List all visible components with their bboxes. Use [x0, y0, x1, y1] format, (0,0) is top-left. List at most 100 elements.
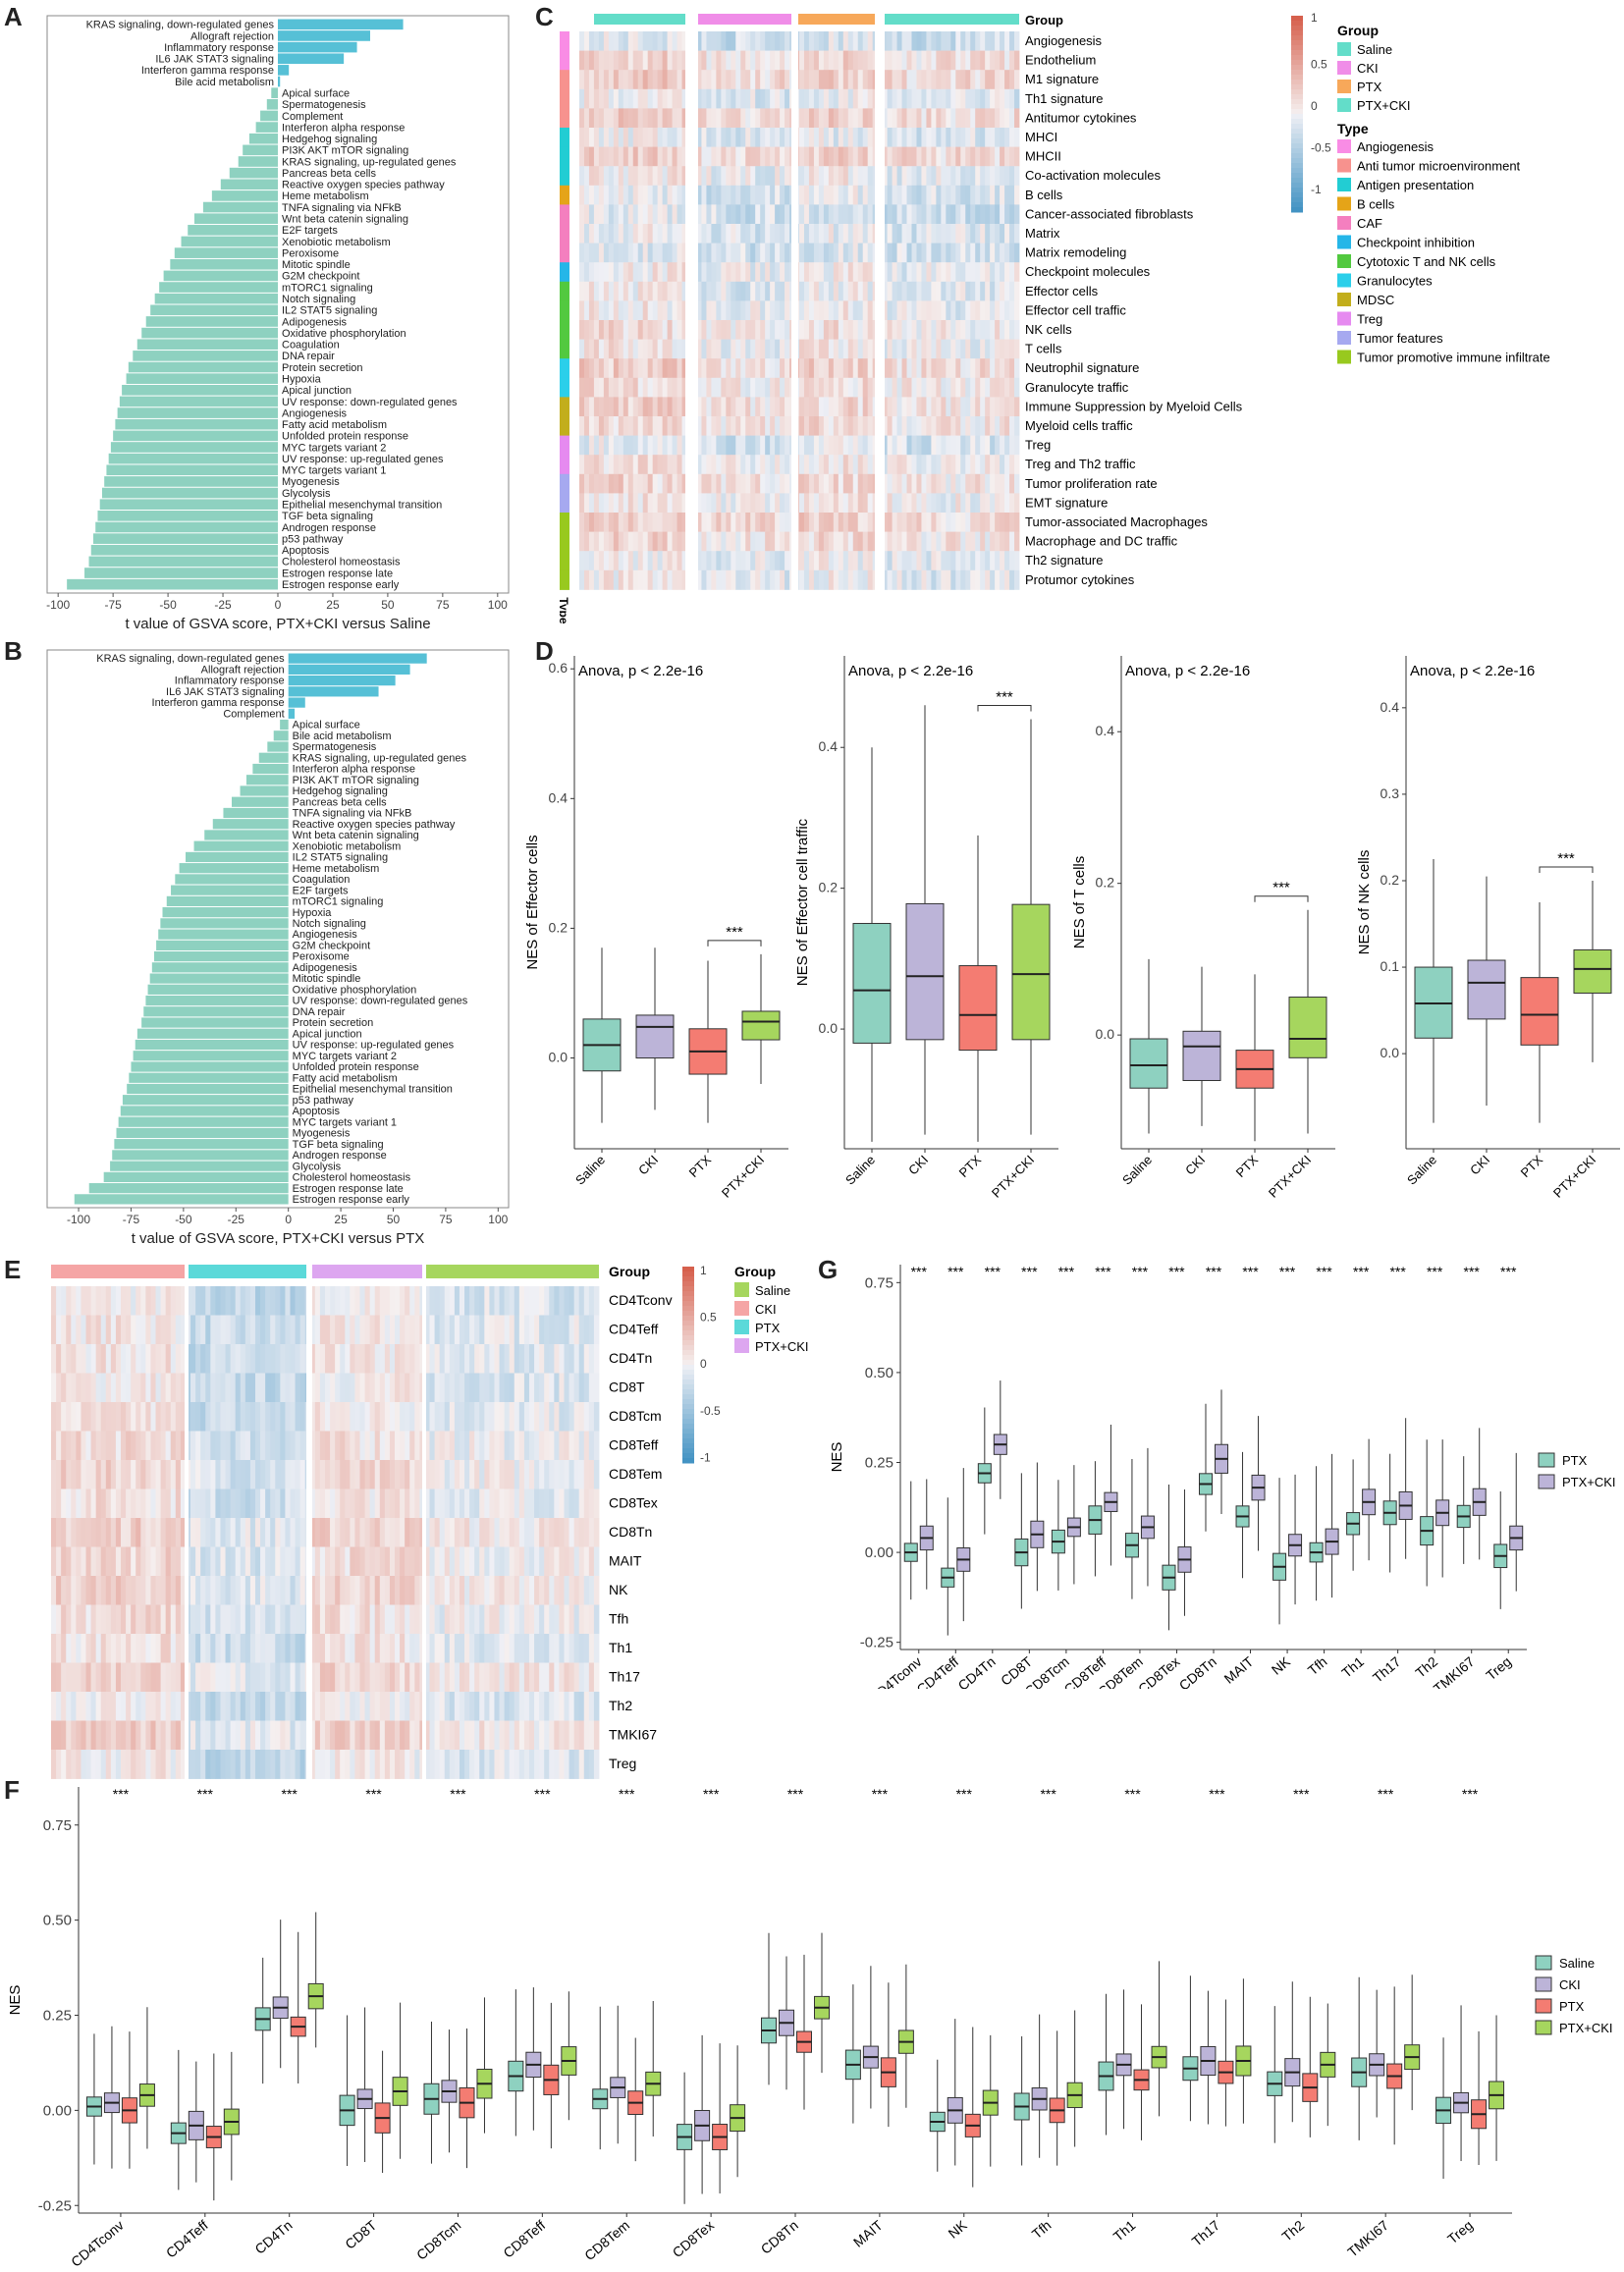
heat-cell	[955, 339, 961, 359]
heat-cell	[444, 1460, 451, 1489]
heat-cell	[145, 1286, 151, 1316]
heat-cell	[852, 146, 859, 167]
heat-cell	[818, 108, 825, 129]
heat-cell	[813, 493, 820, 514]
heat-cell	[210, 1692, 216, 1721]
heat-cell	[235, 1604, 242, 1635]
heat-cell	[955, 513, 961, 532]
heat-cell	[985, 262, 991, 283]
heat-cell	[364, 1518, 371, 1547]
heat-cell	[494, 1286, 500, 1316]
bar	[288, 697, 305, 708]
heat-cell	[374, 1344, 381, 1374]
heat-cell	[523, 1286, 530, 1316]
heat-cell	[613, 88, 620, 109]
heat-cell	[701, 300, 707, 321]
heat-cell	[220, 1315, 226, 1345]
heat-cell	[770, 397, 776, 417]
heat-cell	[785, 300, 790, 321]
heat-cell	[598, 281, 605, 301]
heat-cell	[882, 531, 888, 552]
heat-cell	[573, 1373, 580, 1403]
heat-cell	[608, 300, 615, 321]
heat-cell	[354, 1373, 360, 1403]
heat-cell	[701, 70, 707, 90]
heat-cell	[593, 185, 600, 205]
heat-cell	[857, 70, 864, 90]
heat-cell	[965, 339, 971, 359]
heat-cell	[618, 166, 624, 187]
heat-cell	[499, 1634, 506, 1663]
heat-cell	[608, 262, 615, 283]
heat-cell	[469, 1604, 475, 1635]
heat-cell	[946, 416, 951, 436]
heat-cell	[220, 1604, 226, 1635]
heat-cell	[314, 1720, 321, 1751]
heat-cell	[1009, 358, 1015, 379]
heat-cell	[160, 1431, 167, 1461]
heat-cell	[896, 513, 902, 532]
heat-cell	[400, 1402, 406, 1432]
plot-frame	[46, 649, 510, 1209]
heat-cell	[936, 262, 942, 283]
heat-cell	[474, 1604, 480, 1635]
heat-cell	[755, 50, 761, 71]
heat-cell	[434, 1720, 441, 1751]
heat-cell	[568, 1546, 575, 1577]
heat-cell	[95, 1720, 102, 1751]
heat-cell	[414, 1460, 420, 1489]
heat-cell	[941, 416, 947, 436]
heat-cell	[205, 1286, 211, 1316]
heat-cell	[696, 128, 702, 147]
heat-cell	[965, 416, 971, 436]
heat-cell	[696, 224, 702, 243]
heat-cell	[479, 1431, 485, 1461]
heat-cell	[926, 551, 932, 571]
heat-cell	[980, 377, 986, 398]
heat-cell	[459, 1576, 465, 1605]
scale-step	[1291, 114, 1303, 120]
heat-cell	[906, 569, 912, 590]
heat-cell	[823, 551, 830, 571]
heat-cell	[652, 377, 659, 398]
heat-cell	[657, 435, 664, 456]
heat-cell	[1000, 569, 1005, 590]
heat-cell	[359, 1460, 365, 1489]
heat-cell	[364, 1315, 371, 1345]
heat-cell	[926, 88, 932, 109]
heat-cell	[220, 1488, 226, 1519]
heat-cell	[429, 1315, 435, 1345]
heat-cell	[770, 108, 776, 129]
y-tick-label: 0.4	[1380, 699, 1400, 715]
heat-cell	[608, 435, 615, 456]
heat-cell	[240, 1546, 246, 1577]
sig-bracket	[707, 940, 762, 947]
heat-cell	[780, 513, 785, 532]
heat-cell	[780, 243, 785, 263]
heat-cell	[299, 1488, 306, 1519]
heat-cell	[887, 339, 893, 359]
heat-cell	[931, 569, 937, 590]
heat-cell	[474, 1546, 480, 1577]
heat-cell	[847, 243, 854, 263]
heat-cell	[813, 31, 820, 51]
heat-cell	[911, 262, 917, 283]
heat-cell	[115, 1692, 122, 1721]
heat-cell	[785, 243, 790, 263]
heat-cell	[731, 224, 736, 243]
heat-cell	[892, 320, 897, 340]
heat-cell	[892, 455, 897, 475]
heat-cell	[862, 281, 869, 301]
scale-tick: -1	[1311, 183, 1322, 196]
heat-cell	[395, 1576, 401, 1605]
heat-cell	[975, 435, 981, 456]
heat-cell	[588, 1402, 595, 1432]
heat-cell	[735, 243, 741, 263]
heat-cell	[235, 1431, 242, 1461]
heat-cell	[240, 1460, 246, 1489]
heat-cell	[882, 166, 888, 187]
heat-cell	[677, 128, 682, 147]
heat-cell	[980, 473, 986, 494]
heat-cell	[514, 1720, 520, 1751]
heat-cell	[926, 569, 932, 590]
